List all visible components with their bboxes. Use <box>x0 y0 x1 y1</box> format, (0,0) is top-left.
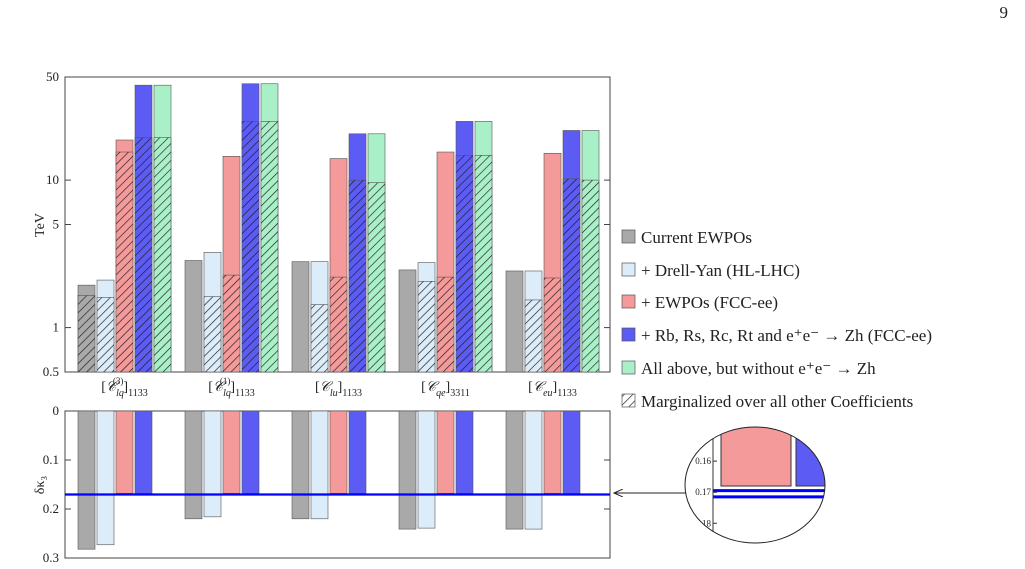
bar <box>398 410 417 530</box>
y-tick-label: 0.17 <box>695 487 711 497</box>
hatch <box>330 277 347 372</box>
hatch <box>261 121 278 373</box>
hatch <box>563 178 580 372</box>
bar <box>184 260 203 373</box>
y-tick-label: 5 <box>53 217 60 232</box>
bar <box>348 410 367 494</box>
bar <box>96 410 115 546</box>
x-tick-label: [𝒞qe]3311 <box>421 380 470 399</box>
x-tick-label: [𝒞eu]1133 <box>528 380 577 399</box>
x-tick-label: [𝒞lq(1)]1133 <box>208 376 254 399</box>
legend-label: Current EWPOs <box>641 228 752 247</box>
bar <box>184 410 203 520</box>
hatch <box>368 182 385 372</box>
page-number: 9 <box>1000 3 1009 22</box>
bar <box>77 410 96 550</box>
legend-swatch <box>621 393 636 408</box>
hatch <box>456 155 473 372</box>
hatch <box>154 137 171 372</box>
hatch <box>418 281 435 372</box>
bar <box>505 410 524 530</box>
bar <box>436 410 455 494</box>
hatch <box>311 304 328 372</box>
hatch <box>349 180 366 372</box>
bar <box>291 261 310 373</box>
legend-swatch <box>621 229 636 244</box>
y-tick-label: 50 <box>46 69 59 84</box>
hatch <box>544 277 561 372</box>
hatch <box>78 295 95 372</box>
y-axis-label: TeV <box>33 213 48 237</box>
legend-label: Marginalized over all other Coefficients <box>641 392 913 411</box>
y-tick-label: 0.16 <box>695 456 711 466</box>
y-tick-label: 0.2 <box>43 501 59 516</box>
legend-swatch <box>621 262 636 277</box>
bar <box>398 269 417 373</box>
y-tick-label: 0.3 <box>43 550 59 565</box>
hatch <box>242 121 259 373</box>
bar <box>562 410 581 494</box>
x-tick-label: [𝒞lu]1133 <box>315 380 362 399</box>
bar <box>417 410 436 529</box>
y-tick-label: 0.18 <box>695 518 711 528</box>
y-tick-label: 1 <box>53 320 60 335</box>
hatch <box>525 299 542 372</box>
bar <box>795 427 825 487</box>
bar <box>720 427 792 487</box>
bar <box>329 410 348 494</box>
bar <box>203 410 222 518</box>
hatch <box>204 296 221 372</box>
bar <box>291 410 310 520</box>
x-tick-label: [𝒞lq(3)]1133 <box>101 376 147 399</box>
legend-swatch <box>621 294 636 309</box>
legend-label: All above, but without e⁺e⁻ → Zh <box>641 359 876 378</box>
y-axis-label: δκ₃ <box>33 476 48 495</box>
legend-swatch <box>621 360 636 375</box>
hatch <box>437 277 454 372</box>
legend-label: + Drell-Yan (HL-LHC) <box>641 261 800 280</box>
bar <box>505 270 524 373</box>
bar <box>543 410 562 494</box>
hatch <box>116 152 133 372</box>
hatch <box>223 275 240 372</box>
legend-label: + Rb, Rs, Rc, Rt and e⁺e⁻ → Zh (FCC-ee) <box>641 326 932 345</box>
y-tick-label: 0.5 <box>43 364 59 379</box>
y-tick-label: 0.1 <box>43 452 59 467</box>
y-tick-label: 0 <box>53 403 60 418</box>
bar <box>524 410 543 530</box>
legend-swatch <box>621 327 636 342</box>
hatch <box>582 180 599 372</box>
inset-border <box>684 426 826 544</box>
bar <box>222 410 241 494</box>
bar <box>134 410 153 494</box>
inset: 0.16 0.17 0.18 <box>685 427 825 543</box>
y-tick-label: 10 <box>46 172 59 187</box>
bar <box>455 410 474 494</box>
hatch <box>135 137 152 372</box>
hatch <box>475 155 492 372</box>
bar <box>115 410 134 494</box>
hatch <box>97 297 114 372</box>
legend-label: + EWPOs (FCC-ee) <box>641 293 778 312</box>
bar <box>310 410 329 520</box>
bar <box>241 410 260 494</box>
